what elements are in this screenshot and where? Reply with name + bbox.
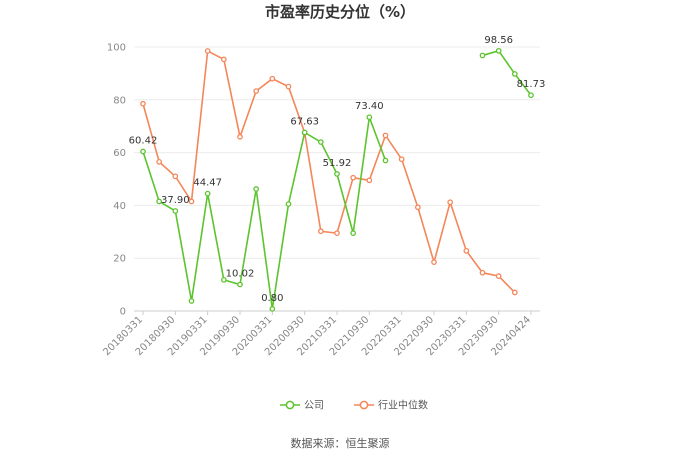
data-label: 73.40	[355, 101, 384, 112]
data-point	[253, 88, 260, 94]
data-point	[495, 47, 502, 54]
data-point	[528, 92, 534, 99]
data-point	[382, 132, 389, 139]
series-line	[142, 49, 516, 294]
legend[interactable]: 公司 行业中位数	[280, 399, 428, 412]
data-point	[140, 100, 146, 107]
y-tick-label: 20	[113, 254, 126, 265]
data-label: 37.90	[161, 195, 190, 206]
legend-item[interactable]: 公司	[280, 401, 324, 412]
data-point	[188, 198, 195, 205]
data-point	[511, 71, 518, 77]
data-source: 数据来源：恒生聚源	[291, 436, 390, 450]
legend-item[interactable]: 行业中位数	[354, 399, 428, 412]
legend-label: 公司	[304, 401, 324, 412]
data-point	[204, 48, 211, 54]
series-line	[142, 116, 387, 310]
data-label: 98.56	[484, 35, 513, 46]
data-point	[382, 157, 389, 164]
data-point	[253, 186, 260, 192]
data-label: 51.92	[323, 158, 352, 169]
data-point	[269, 75, 276, 82]
data-point	[220, 276, 227, 283]
data-point	[414, 204, 421, 211]
data-point	[285, 83, 292, 90]
data-point	[479, 269, 486, 276]
data-label: 60.42	[129, 135, 158, 146]
legend-label: 行业中位数	[378, 399, 428, 412]
data-point	[334, 171, 340, 177]
data-point	[140, 148, 146, 155]
data-point	[463, 247, 470, 254]
y-tick-label: 60	[113, 148, 126, 159]
data-point	[188, 298, 195, 304]
series-行业中位数	[140, 48, 518, 296]
data-label: 67.63	[290, 116, 319, 127]
data-point	[220, 56, 227, 63]
data-label: 81.73	[517, 79, 546, 90]
series-line	[482, 49, 532, 96]
data-point	[431, 259, 437, 266]
y-tick-label: 0	[120, 307, 126, 318]
data-point	[301, 129, 308, 136]
y-tick-label: 100	[107, 43, 126, 54]
data-point	[398, 156, 405, 163]
data-point	[237, 133, 243, 140]
data-point	[317, 228, 324, 235]
data-point	[156, 198, 163, 205]
data-point	[285, 201, 292, 207]
data-point	[317, 139, 324, 145]
chart-title: 市盈率历史分位（%）	[265, 3, 415, 21]
data-label: 10.02	[226, 269, 255, 280]
data-point	[204, 190, 211, 197]
data-point	[269, 306, 276, 312]
y-tick-label: 40	[113, 201, 126, 212]
y-tick-label: 80	[113, 95, 126, 106]
data-point	[447, 199, 454, 206]
data-point	[172, 208, 179, 214]
legend-marker	[359, 400, 369, 410]
data-point	[350, 174, 357, 181]
data-point	[366, 177, 373, 184]
data-point	[334, 230, 340, 236]
data-point	[479, 52, 486, 59]
data-point	[172, 173, 179, 180]
data-point	[350, 230, 357, 236]
data-point	[156, 158, 163, 165]
data-label: 44.47	[193, 178, 222, 189]
data-label: 0.80	[261, 293, 283, 304]
data-point	[495, 273, 502, 280]
data-point	[511, 289, 518, 296]
legend-marker	[285, 400, 295, 410]
data-point	[237, 281, 243, 288]
data-point	[366, 114, 373, 121]
